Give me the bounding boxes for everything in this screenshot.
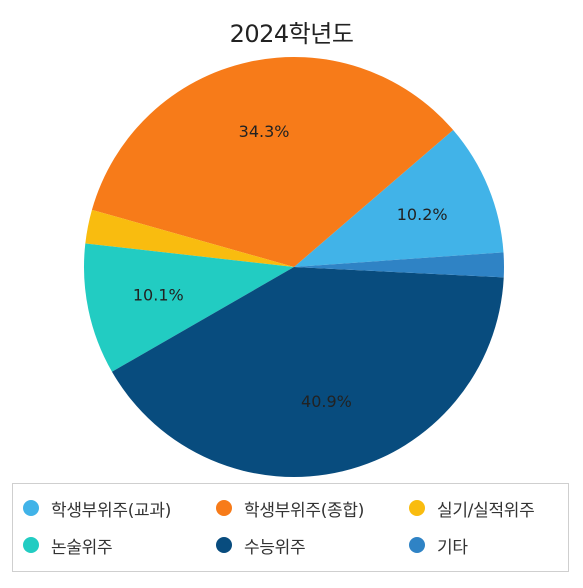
slice-data-label: 34.3%: [239, 122, 290, 141]
pie-slice[interactable]: [111, 267, 504, 478]
legend-item[interactable]: 논술위주: [23, 533, 113, 558]
pie-chart: 10.2% 34.3% 10.1% 40.9%: [83, 56, 505, 478]
legend-swatch: [23, 537, 39, 553]
legend-swatch: [409, 537, 425, 553]
pie-slice[interactable]: [91, 56, 454, 267]
legend-item[interactable]: 학생부위주(종합): [216, 496, 365, 521]
legend-swatch: [216, 500, 232, 516]
pie-slice[interactable]: [83, 243, 294, 372]
legend-item[interactable]: 기타: [409, 533, 468, 558]
legend-item[interactable]: 학생부위주(교과): [23, 496, 172, 521]
pie-slice[interactable]: [294, 130, 504, 267]
slice-data-label: 10.2%: [397, 205, 448, 224]
legend-label: 학생부위주(교과): [51, 500, 172, 521]
legend-label: 기타: [437, 537, 468, 558]
chart-title: 2024학년도: [229, 20, 354, 48]
slice-data-label: 10.1%: [133, 286, 184, 305]
legend-item[interactable]: 실기/실적위주: [409, 496, 535, 521]
legend-swatch: [216, 537, 232, 553]
legend-swatch: [23, 500, 39, 516]
legend-label: 논술위주: [51, 537, 113, 558]
pie-slice[interactable]: [85, 209, 294, 267]
legend-label: 수능위주: [244, 537, 306, 558]
slice-data-label: 40.9%: [301, 392, 352, 411]
legend-label: 학생부위주(종합): [244, 500, 365, 521]
pie-slice[interactable]: [294, 252, 505, 278]
chart-legend: 학생부위주(교과) 학생부위주(종합) 실기/실적위주 논술위주 수능위주 기타: [12, 483, 569, 572]
legend-label: 실기/실적위주: [437, 500, 535, 521]
legend-item[interactable]: 수능위주: [216, 533, 306, 558]
legend-swatch: [409, 500, 425, 516]
